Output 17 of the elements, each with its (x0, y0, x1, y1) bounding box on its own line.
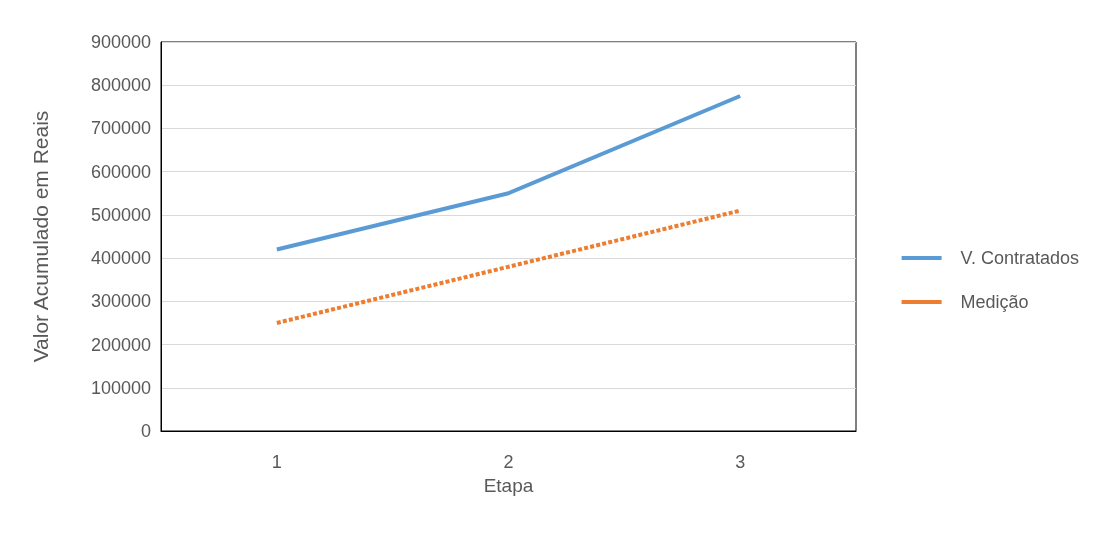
y-tick-label: 900000 (90, 32, 151, 52)
y-tick-label: 700000 (90, 118, 151, 139)
y-tick-label: 400000 (90, 248, 151, 269)
x-tick-label: 2 (503, 452, 514, 472)
x-axis-title: Etapa (483, 474, 534, 496)
y-axis-title: Valor Acumulado em Reais (29, 110, 52, 363)
x-tick-label: 1 (271, 452, 282, 472)
y-tick-label: 100000 (90, 377, 151, 398)
y-tick-label: 800000 (90, 75, 151, 96)
y-tick-label: 200000 (90, 334, 151, 355)
legend-label: Medição (960, 292, 1029, 312)
y-tick-label: 600000 (90, 161, 151, 182)
x-tick-label: 3 (735, 452, 746, 472)
y-tick-label: 0 (140, 421, 151, 441)
y-tick-label: 500000 (90, 204, 151, 225)
legend-label: V. Contratados (960, 248, 1080, 268)
y-tick-label: 300000 (90, 291, 151, 312)
